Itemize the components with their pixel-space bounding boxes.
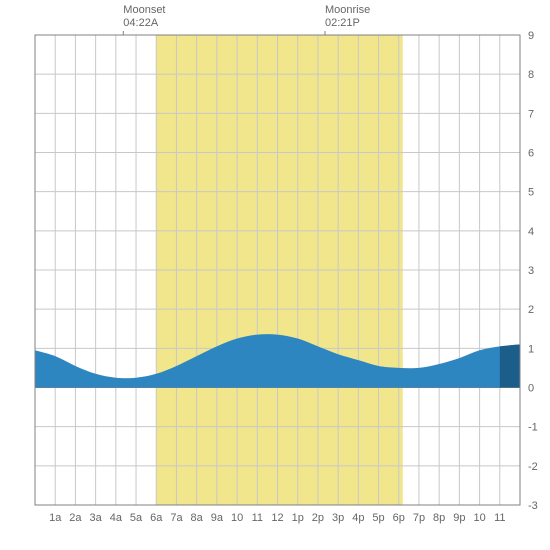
- y-tick-label: 5: [528, 187, 534, 199]
- y-tick-label: 8: [528, 69, 534, 81]
- tide-chart: -3-2-101234567891a2a3a4a5a6a7a8a9a101112…: [0, 0, 550, 550]
- x-tick-label: 6p: [393, 512, 405, 524]
- x-tick-label: 3p: [332, 512, 344, 524]
- y-tick-label: -1: [528, 422, 538, 434]
- y-tick-label: 3: [528, 265, 534, 277]
- x-tick-label: 7a: [170, 512, 183, 524]
- x-tick-label: 9a: [211, 512, 224, 524]
- x-tick-label: 12: [271, 512, 283, 524]
- chart-svg: -3-2-101234567891a2a3a4a5a6a7a8a9a101112…: [0, 0, 550, 550]
- moonrise-label: Moonrise: [325, 4, 370, 16]
- x-tick-label: 11: [252, 512, 263, 524]
- y-tick-label: 4: [528, 226, 534, 238]
- x-tick-label: 2p: [312, 512, 324, 524]
- x-tick-label: 11: [494, 512, 505, 524]
- x-tick-label: 5a: [130, 512, 143, 524]
- x-tick-label: 2a: [69, 512, 82, 524]
- x-tick-label: 7p: [413, 512, 425, 524]
- x-tick-label: 3a: [90, 512, 103, 524]
- y-tick-label: 1: [528, 343, 534, 355]
- x-tick-label: 4p: [352, 512, 364, 524]
- x-tick-label: 6a: [150, 512, 163, 524]
- x-tick-label: 1p: [292, 512, 304, 524]
- y-tick-label: 7: [528, 108, 534, 120]
- y-tick-label: 9: [528, 30, 534, 42]
- x-tick-label: 5p: [372, 512, 384, 524]
- y-tick-label: -2: [528, 461, 538, 473]
- y-tick-label: 2: [528, 304, 534, 316]
- moonrise-time: 02:21P: [325, 17, 360, 29]
- moonset-label: Moonset: [123, 4, 165, 16]
- x-tick-label: 1a: [49, 512, 62, 524]
- x-tick-label: 10: [231, 512, 243, 524]
- y-tick-label: 6: [528, 148, 534, 160]
- x-tick-label: 8p: [433, 512, 445, 524]
- x-tick-label: 9p: [453, 512, 465, 524]
- y-tick-label: -3: [528, 500, 538, 512]
- tide-area-secondary: [500, 344, 520, 387]
- moonset-time: 04:22A: [123, 17, 159, 29]
- x-tick-label: 4a: [110, 512, 123, 524]
- x-tick-label: 10: [473, 512, 485, 524]
- y-tick-label: 0: [528, 383, 534, 395]
- x-tick-label: 8a: [191, 512, 204, 524]
